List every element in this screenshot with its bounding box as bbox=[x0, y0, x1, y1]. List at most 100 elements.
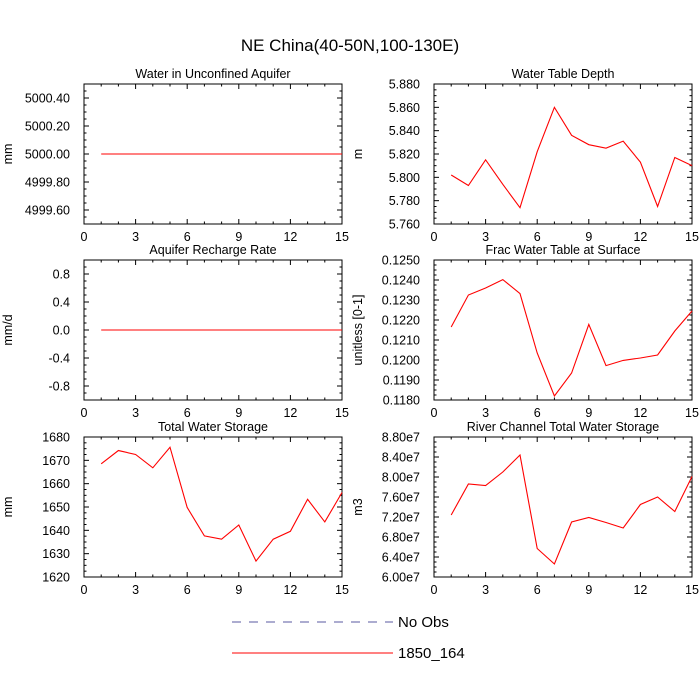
y-tick-label: 0.1200 bbox=[382, 354, 420, 368]
x-tick-label: 9 bbox=[585, 406, 592, 420]
x-tick-label: 0 bbox=[81, 230, 88, 244]
y-tick-label: 0.8 bbox=[53, 268, 70, 282]
y-tick-label: 1620 bbox=[42, 571, 70, 585]
y-tick-label: 5.840 bbox=[389, 124, 420, 138]
chart-panel: Aquifer Recharge Rate 0 3 6 9 12 15 -0.8 -0.4 0.0… bbox=[1, 243, 349, 420]
y-axis-label: m bbox=[351, 149, 365, 159]
x-tick-label: 12 bbox=[633, 230, 647, 244]
x-tick-label: 12 bbox=[283, 230, 297, 244]
chart-panel: Water in Unconfined Aquifer 0 3 6 9 12 15 4999.… bbox=[1, 67, 349, 244]
y-tick-label: 5000.00 bbox=[25, 148, 70, 162]
x-tick-label: 12 bbox=[633, 406, 647, 420]
y-tick-label: 0.1240 bbox=[382, 274, 420, 288]
y-axis-label: mm/d bbox=[1, 314, 15, 345]
y-tick-label: 5.760 bbox=[389, 218, 420, 232]
y-tick-label: 1670 bbox=[42, 454, 70, 468]
x-tick-label: 9 bbox=[235, 406, 242, 420]
y-tick-label: 7.60e7 bbox=[382, 491, 420, 505]
x-tick-label: 3 bbox=[482, 406, 489, 420]
series-line bbox=[100, 446, 343, 563]
legend: No Obs 1850_164 bbox=[232, 614, 465, 662]
x-tick-label: 15 bbox=[685, 583, 699, 597]
x-tick-label: 3 bbox=[132, 230, 139, 244]
y-tick-label: 5000.20 bbox=[25, 120, 70, 134]
y-axis-label: unitless [0-1] bbox=[351, 295, 365, 366]
y-tick-label: 5.820 bbox=[389, 148, 420, 162]
panel-title: River Channel Total Water Storage bbox=[467, 420, 660, 434]
y-tick-label: 5000.40 bbox=[25, 92, 70, 106]
x-tick-label: 9 bbox=[235, 230, 242, 244]
x-tick-label: 15 bbox=[685, 406, 699, 420]
plot-frame bbox=[433, 259, 693, 401]
y-tick-label: -0.8 bbox=[48, 380, 70, 394]
y-tick-label: 5.860 bbox=[389, 101, 420, 115]
panel-title: Water Table Depth bbox=[512, 67, 615, 81]
series-line bbox=[450, 106, 693, 209]
y-axis-label: m3 bbox=[351, 498, 365, 515]
x-tick-label: 15 bbox=[335, 583, 349, 597]
y-tick-label: 4999.60 bbox=[25, 204, 70, 218]
y-tick-label: 1680 bbox=[42, 431, 70, 445]
y-tick-label: 5.880 bbox=[389, 78, 420, 92]
chart-panel: Total Water Storage 0 3 6 9 12 15 1620 1630 1640 1… bbox=[1, 420, 349, 597]
series-line bbox=[450, 278, 693, 398]
x-tick-label: 0 bbox=[431, 406, 438, 420]
x-tick-label: 3 bbox=[482, 230, 489, 244]
y-tick-label: 5.800 bbox=[389, 171, 420, 185]
x-tick-label: 6 bbox=[534, 406, 541, 420]
x-tick-label: 15 bbox=[685, 230, 699, 244]
x-tick-label: 6 bbox=[184, 583, 191, 597]
plot-frame bbox=[433, 83, 693, 225]
x-tick-label: 6 bbox=[534, 583, 541, 597]
figure-title: NE China(40-50N,100-130E) bbox=[241, 36, 459, 55]
panel-title: Total Water Storage bbox=[158, 420, 268, 434]
y-tick-label: 0.0 bbox=[53, 324, 70, 338]
x-tick-label: 15 bbox=[335, 230, 349, 244]
x-tick-label: 9 bbox=[585, 583, 592, 597]
x-tick-label: 6 bbox=[184, 230, 191, 244]
y-tick-label: 0.1210 bbox=[382, 334, 420, 348]
y-tick-label: 0.1220 bbox=[382, 314, 420, 328]
y-tick-label: 6.80e7 bbox=[382, 531, 420, 545]
x-tick-label: 0 bbox=[81, 583, 88, 597]
legend-label: No Obs bbox=[398, 614, 449, 631]
x-tick-label: 0 bbox=[431, 583, 438, 597]
x-tick-label: 9 bbox=[585, 230, 592, 244]
x-tick-label: 0 bbox=[81, 406, 88, 420]
x-tick-label: 12 bbox=[633, 583, 647, 597]
y-axis-label: mm bbox=[1, 497, 15, 518]
x-tick-label: 12 bbox=[283, 583, 297, 597]
y-axis-label: mm bbox=[1, 144, 15, 165]
series-line bbox=[450, 453, 693, 565]
y-tick-label: 1660 bbox=[42, 477, 70, 491]
y-tick-label: -0.4 bbox=[48, 352, 70, 366]
y-tick-label: 4999.80 bbox=[25, 176, 70, 190]
y-tick-label: 1630 bbox=[42, 547, 70, 561]
y-tick-label: 7.20e7 bbox=[382, 511, 420, 525]
panels: Water in Unconfined Aquifer 0 3 6 9 12 15 4999.… bbox=[1, 67, 699, 597]
y-tick-label: 0.1180 bbox=[383, 394, 420, 408]
y-tick-label: 8.00e7 bbox=[382, 471, 420, 485]
y-tick-label: 8.40e7 bbox=[382, 451, 420, 465]
y-tick-label: 6.00e7 bbox=[382, 571, 420, 585]
panel-title: Water in Unconfined Aquifer bbox=[135, 67, 290, 81]
y-tick-label: 5.780 bbox=[389, 194, 420, 208]
x-tick-label: 3 bbox=[132, 583, 139, 597]
x-tick-label: 0 bbox=[431, 230, 438, 244]
y-tick-label: 0.4 bbox=[53, 296, 70, 310]
y-tick-label: 1640 bbox=[42, 524, 70, 538]
x-tick-label: 6 bbox=[534, 230, 541, 244]
chart-panel: Water Table Depth 0 3 6 9 12 15 5.760 5.780 5.800… bbox=[351, 67, 699, 244]
panel-title: Frac Water Table at Surface bbox=[486, 243, 641, 257]
y-tick-label: 0.1250 bbox=[382, 254, 420, 268]
x-tick-label: 3 bbox=[132, 406, 139, 420]
x-tick-label: 9 bbox=[235, 583, 242, 597]
y-tick-label: 1650 bbox=[42, 501, 70, 515]
y-tick-label: 0.1190 bbox=[383, 374, 420, 388]
y-tick-label: 6.40e7 bbox=[382, 551, 420, 565]
y-tick-label: 0.1230 bbox=[382, 294, 420, 308]
plot-frame bbox=[433, 436, 693, 578]
legend-label: 1850_164 bbox=[398, 645, 465, 662]
x-tick-label: 3 bbox=[482, 583, 489, 597]
